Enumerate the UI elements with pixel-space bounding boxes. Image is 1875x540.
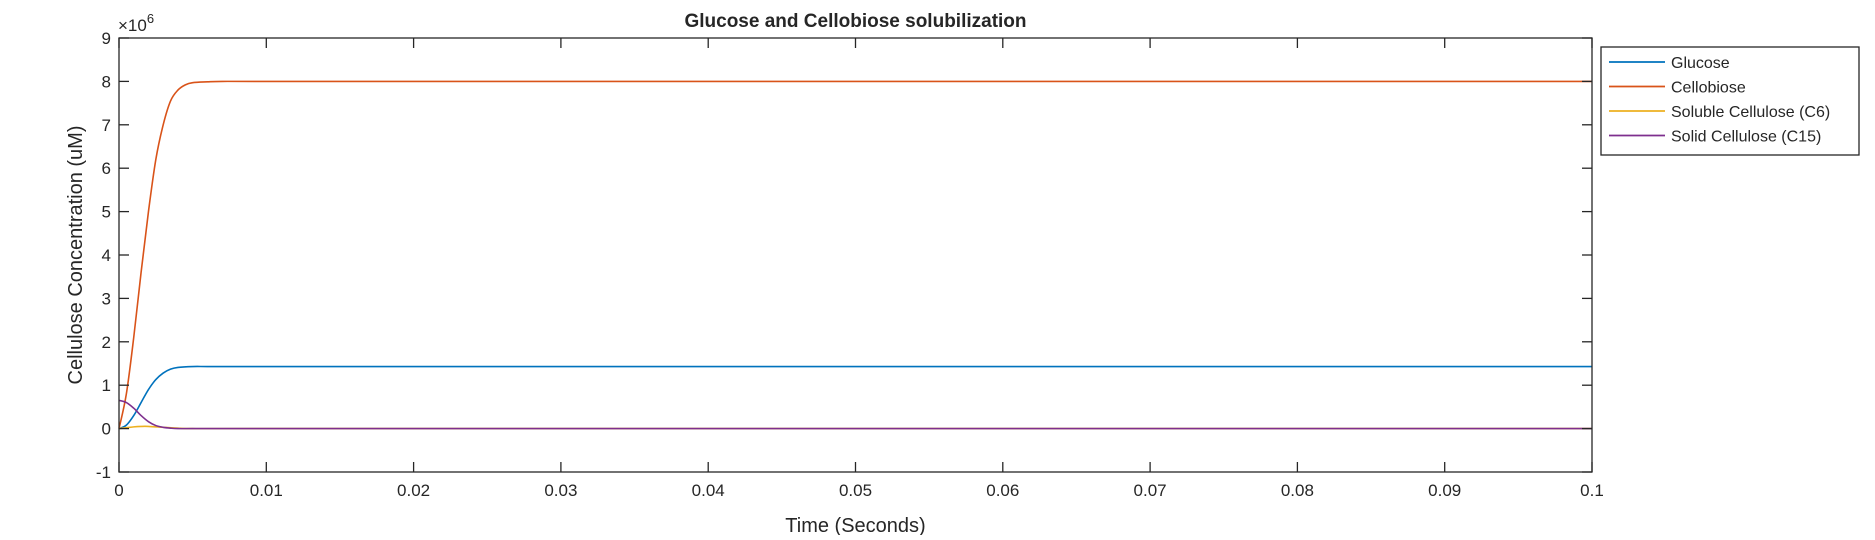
x-tick-label: 0.06 — [986, 481, 1019, 500]
x-tick-label: 0.08 — [1281, 481, 1314, 500]
x-tick-label: 0.04 — [692, 481, 725, 500]
x-tick-label: 0.01 — [250, 481, 283, 500]
y-tick-label: 9 — [102, 29, 111, 48]
y-tick-label: -1 — [96, 463, 111, 482]
x-tick-label: 0.09 — [1428, 481, 1461, 500]
series-line-cellobiose — [118, 80, 1592, 429]
plot-area — [119, 38, 1592, 472]
y-axis-label: Cellulose Concentration (uM) — [65, 125, 87, 384]
legend-label-cellobiose: Cellobiose — [1671, 80, 1746, 97]
y-tick-label: 8 — [102, 72, 111, 91]
x-tick-label: 0.02 — [397, 481, 430, 500]
x-tick-label: 0.05 — [839, 481, 872, 500]
x-tick-label: 0.1 — [1580, 481, 1604, 500]
legend-label-soluble-cellulose-c6: Soluble Cellulose (C6) — [1671, 104, 1830, 121]
series-layer — [118, 80, 1592, 430]
x-tick-label: 0.07 — [1134, 481, 1167, 500]
series-line-solid-cellulose-c15 — [118, 399, 1592, 430]
y-axis-multiplier-base: ×10 — [118, 16, 147, 35]
y-tick-label: 7 — [102, 116, 111, 135]
y-tick-label: 6 — [102, 159, 111, 178]
y-axis-multiplier-exponent: 6 — [147, 11, 154, 26]
series-line-glucose — [118, 365, 1592, 430]
y-tick-label: 3 — [102, 289, 111, 308]
legend-label-glucose: Glucose — [1671, 55, 1730, 72]
plot-frame — [118, 37, 1593, 473]
y-tick-label: 4 — [102, 246, 111, 265]
x-tick-label: 0 — [114, 481, 123, 500]
legend-label-solid-cellulose-c15: Solid Cellulose (C15) — [1671, 129, 1821, 146]
legend: Glucose Cellobiose Soluble Cellulose (C6) S… — [1600, 46, 1860, 156]
x-axis-label: Time (Seconds) — [785, 515, 925, 535]
y-tick-label: 2 — [102, 333, 111, 352]
y-tick-label: 1 — [102, 376, 111, 395]
tick-layer: 0 0.01 0.02 0.03 0.04 0.05 0.06 0.07 0.08 0.09 0.1… — [96, 29, 1604, 500]
y-tick-label: 5 — [102, 203, 111, 222]
chart-title: Glucose and Cellobiose solubilization — [684, 11, 1026, 32]
legend-box — [1600, 46, 1860, 156]
y-tick-label: 0 — [102, 420, 111, 439]
y-axis-multiplier: ×106 — [118, 11, 154, 35]
x-tick-label: 0.03 — [544, 481, 577, 500]
